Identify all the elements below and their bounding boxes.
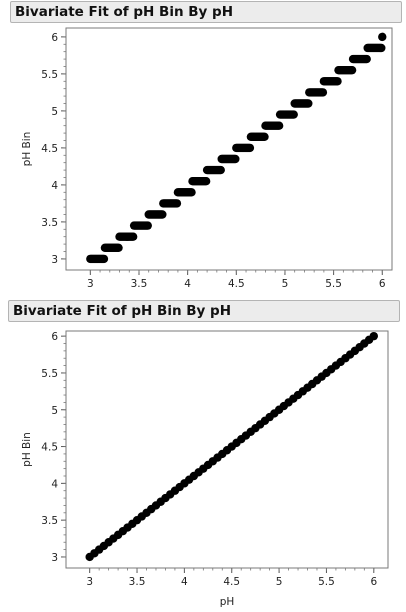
x-tick-label: 3 [87,278,94,290]
x-tick-label: 5.5 [325,278,342,290]
point [245,143,255,153]
y-tick-label: 4 [51,180,58,192]
point [362,54,371,64]
data-points [85,331,378,562]
point [304,99,313,108]
point [216,165,225,175]
x-tick-label: 5 [282,278,289,290]
report-header-2[interactable]: Bivariate Fit of pH Bin By pH [8,300,400,322]
x-tick-label: 6 [379,278,386,290]
y-tick-label: 3.5 [41,515,58,527]
y-tick-label: 5 [51,106,58,118]
report-header-1[interactable]: Bivariate Fit of pH Bin By pH [10,1,402,23]
y-tick-label: 3 [51,254,58,266]
y-tick-label: 3 [51,552,58,564]
y-tick-label: 4.5 [41,143,58,155]
data-points [86,32,387,264]
chart-1: 3 3.5 4 4.5 5 5.5 6 3 3.5 4 4.5 5 5.5 6 pH Bin [21,27,393,290]
point [201,176,211,186]
point [289,110,298,119]
x-tick-label: 3 [86,576,93,588]
plot-frame [65,27,393,271]
y-tick-label: 6 [51,331,58,343]
point [231,154,240,164]
point [274,121,284,130]
x-tick-label: 4 [181,576,188,588]
x-tick-label: 5 [276,576,283,588]
point [172,199,182,208]
point [333,77,342,86]
point [143,221,152,230]
chart-2: 3 3.5 4 4.5 5 5.5 6 3 3.5 4 4.5 5 5.5 6 pH Bin pH [21,330,389,608]
x-tick-label: 6 [370,576,377,588]
y-tick-label: 5.5 [41,69,58,81]
y-axis-title: pH Bin [21,132,33,167]
point [318,88,328,97]
y-tick-label: 4 [51,478,58,490]
x-tick-label: 4 [184,278,191,290]
x-tick-label: 4.5 [228,278,245,290]
x-tick-label: 3.5 [131,278,148,290]
x-tick-label: 5.5 [318,576,335,588]
point [260,132,269,141]
x-axis-title: pH [220,596,235,608]
point [114,243,123,252]
y-tick-label: 3.5 [41,217,58,229]
y-axis-title: pH Bin [21,432,33,467]
point [347,65,357,75]
y-tick-label: 5 [51,405,58,417]
x-tick-label: 4.5 [223,576,240,588]
point [158,210,167,219]
point [369,331,378,341]
point [187,188,196,197]
x-tick-label: 3.5 [129,576,146,588]
y-tick-label: 6 [51,32,58,44]
point [378,32,387,42]
y-tick-label: 5.5 [41,368,58,380]
point [128,232,138,241]
y-tick-label: 4.5 [41,442,58,454]
point [377,43,386,53]
point [99,254,109,264]
